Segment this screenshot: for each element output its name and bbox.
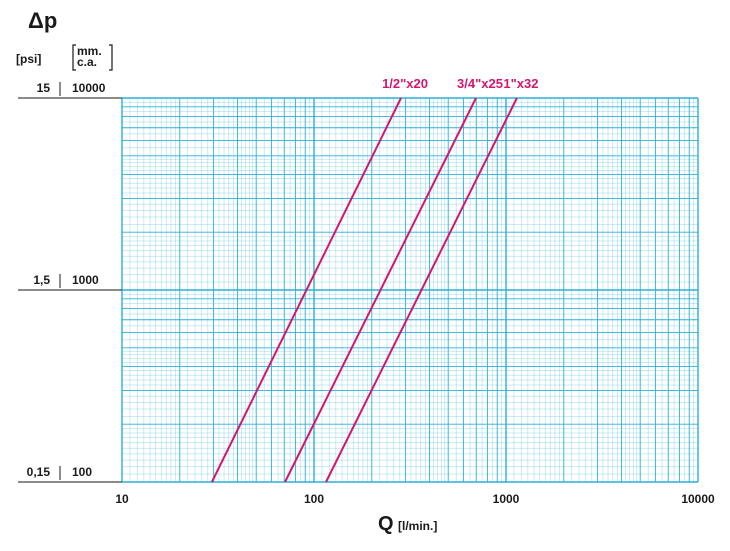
chart-title: Δp: [28, 8, 57, 33]
y2-tick-label: 15: [37, 81, 51, 95]
series-line: [284, 97, 477, 483]
series-label: 1"x32: [503, 76, 538, 91]
y-tick-label: 100: [72, 465, 92, 479]
x-axis-unit: [l/min.]: [398, 519, 437, 533]
grid: [121, 97, 699, 483]
series-label: 1/2"x20: [382, 76, 428, 91]
x-tick-label: 100: [304, 492, 324, 506]
y-unit-right: c.a.: [77, 55, 97, 69]
y-tick-label: 1000: [72, 273, 99, 287]
y-unit-right: mm.: [77, 44, 102, 58]
x-tick-label: 10: [115, 492, 129, 506]
y-unit-left: [psi]: [16, 52, 41, 66]
x-tick-label: 1000: [493, 492, 520, 506]
x-tick-label: 10000: [681, 492, 715, 506]
series-label: 3/4"x25: [457, 76, 503, 91]
series-line: [325, 97, 518, 483]
bracket: [72, 44, 113, 71]
x-axis-title: Q: [378, 513, 394, 535]
y2-tick-label: 0,15: [27, 465, 51, 479]
y2-tick-label: 1,5: [33, 273, 50, 287]
y-tick-label: 10000: [72, 81, 106, 95]
series-line: [211, 97, 402, 483]
